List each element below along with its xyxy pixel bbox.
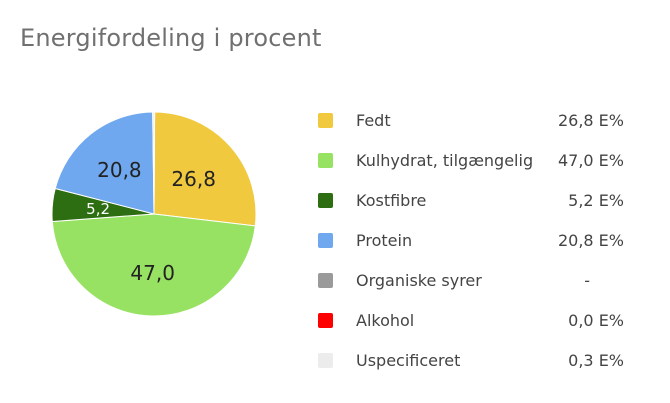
legend-item[interactable]: Alkohol 0,0 E% xyxy=(318,300,638,340)
legend-swatch xyxy=(318,152,333,168)
legend: Fedt 26,8 E% Kulhydrat, tilgængelig 47,0 E%… xyxy=(318,100,638,380)
legend-item[interactable]: Uspecificeret 0,3 E% xyxy=(318,340,638,380)
pie-slice-fedt[interactable] xyxy=(153,111,257,227)
pie-slice-protein[interactable] xyxy=(54,111,155,215)
chart-title: Energifordeling i procent xyxy=(20,24,322,52)
slice-label-kostfibre: 5,2 xyxy=(86,200,110,218)
legend-swatch xyxy=(318,352,333,368)
legend-item[interactable]: Kostfibre 5,2 E% xyxy=(318,180,638,220)
legend-label: Kulhydrat, tilgængelig xyxy=(356,150,534,170)
slice-label-fedt: 26,8 xyxy=(171,167,216,191)
legend-item[interactable]: Fedt 26,8 E% xyxy=(318,100,638,140)
slice-label-kulhydrat-tilgængelig: 47,0 xyxy=(130,261,175,285)
pie-chart: 26,8 47,0 5,2 20,8 xyxy=(51,111,257,317)
legend-value: 20,8 E% xyxy=(557,230,624,250)
legend-item[interactable]: Kulhydrat, tilgængelig 47,0 E% xyxy=(318,140,638,180)
legend-label: Protein xyxy=(356,230,413,250)
legend-item[interactable]: Protein 20,8 E% xyxy=(318,220,638,260)
legend-value: 5,2 E% xyxy=(568,190,624,210)
legend-value: 0,0 E% xyxy=(568,310,624,330)
legend-value: 0,3 E% xyxy=(568,350,624,370)
legend-label: Uspecificeret xyxy=(356,350,461,370)
legend-value: 26,8 E% xyxy=(557,110,624,130)
pie-slice-kulhydrat-tilgængelig[interactable] xyxy=(51,213,256,317)
legend-label: Kostfibre xyxy=(356,190,427,210)
legend-value: - xyxy=(584,270,590,290)
legend-item[interactable]: Organiske syrer - xyxy=(318,260,638,300)
legend-label: Alkohol xyxy=(356,310,415,330)
legend-swatch xyxy=(318,312,333,328)
legend-value: 47,0 E% xyxy=(557,150,624,170)
legend-swatch xyxy=(318,272,333,288)
pie-slice-uspecificeret[interactable] xyxy=(152,111,156,215)
legend-label: Organiske syrer xyxy=(356,270,482,290)
legend-label: Fedt xyxy=(356,110,391,130)
legend-swatch xyxy=(318,192,333,208)
slice-label-protein: 20,8 xyxy=(97,158,142,182)
legend-swatch xyxy=(318,232,333,248)
legend-swatch xyxy=(318,112,333,128)
